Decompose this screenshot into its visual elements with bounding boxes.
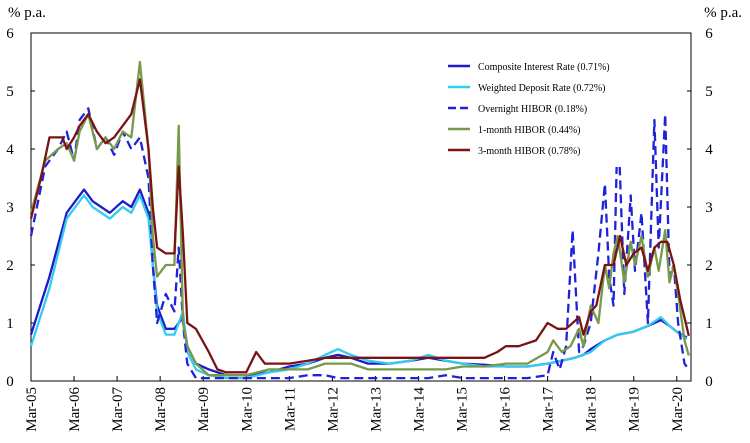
y-tick-label-left: 5 bbox=[6, 84, 14, 100]
y-tick-label-right: 4 bbox=[705, 142, 713, 158]
legend-label-5: 3-month HIBOR (0.78%) bbox=[478, 146, 581, 157]
x-tick-label: Mar-14 bbox=[411, 387, 427, 432]
x-tick-label: Mar-15 bbox=[455, 387, 471, 432]
x-tick-label: Mar-06 bbox=[67, 387, 83, 432]
series-layer bbox=[29, 60, 690, 380]
y-tick-label-left: 1 bbox=[6, 316, 14, 332]
x-tick-label: Mar-20 bbox=[670, 387, 686, 432]
x-tick-label: Mar-05 bbox=[24, 387, 40, 432]
y-tick-label-left: 0 bbox=[6, 374, 14, 390]
y-tick-label-left: 3 bbox=[6, 200, 14, 216]
y-tick-label-right: 0 bbox=[705, 374, 713, 390]
y-tick-label-right: 3 bbox=[705, 200, 713, 216]
right-y-axis: 0 1 2 3 4 5 6 bbox=[687, 26, 713, 390]
x-tick-label: Mar-10 bbox=[239, 387, 255, 432]
y-tick-label-left: 2 bbox=[6, 258, 14, 274]
legend-label-4: 1-month HIBOR (0.44%) bbox=[478, 125, 581, 136]
legend-label-2: Weighted Deposit Rate (0.72%) bbox=[478, 83, 606, 94]
x-tick-label: Mar-16 bbox=[498, 387, 514, 432]
x-tick-label: Mar-17 bbox=[541, 387, 557, 432]
y-tick-label-left: 6 bbox=[6, 26, 14, 42]
series-line-1 bbox=[29, 188, 688, 377]
legend-background bbox=[440, 47, 640, 167]
x-tick-label: Mar-12 bbox=[325, 387, 341, 432]
x-tick-label: Mar-07 bbox=[110, 387, 126, 432]
x-tick-label: Mar-19 bbox=[627, 387, 643, 432]
x-tick-label: Mar-13 bbox=[368, 387, 384, 432]
x-tick-label: Mar-18 bbox=[584, 387, 600, 432]
x-tick-label: Mar-08 bbox=[153, 387, 169, 432]
y-tick-label-left: 4 bbox=[6, 142, 14, 158]
x-tick-label: Mar-09 bbox=[196, 387, 212, 432]
legend-label-3: Overnight HIBOR (0.18%) bbox=[478, 104, 587, 115]
legend-label-1: Composite Interest Rate (0.71%) bbox=[478, 62, 610, 73]
left-axis-unit: % p.a. bbox=[8, 5, 46, 21]
y-tick-label-right: 6 bbox=[705, 26, 713, 42]
x-tick-label: Mar-11 bbox=[282, 387, 298, 431]
y-tick-label-right: 2 bbox=[705, 258, 713, 274]
y-tick-label-right: 5 bbox=[705, 84, 713, 100]
series-line-5 bbox=[29, 78, 690, 374]
series-line-4 bbox=[29, 60, 690, 377]
legend: Composite Interest Rate (0.71%) Weighted … bbox=[440, 47, 640, 167]
y-tick-label-right: 1 bbox=[705, 316, 713, 332]
series-line-3 bbox=[29, 107, 690, 380]
x-axis: Mar-05 Mar-06 Mar-07 Mar-08 Mar-09 Mar-10 Mar-… bbox=[24, 376, 686, 432]
right-axis-unit: % p.a. bbox=[704, 5, 742, 21]
